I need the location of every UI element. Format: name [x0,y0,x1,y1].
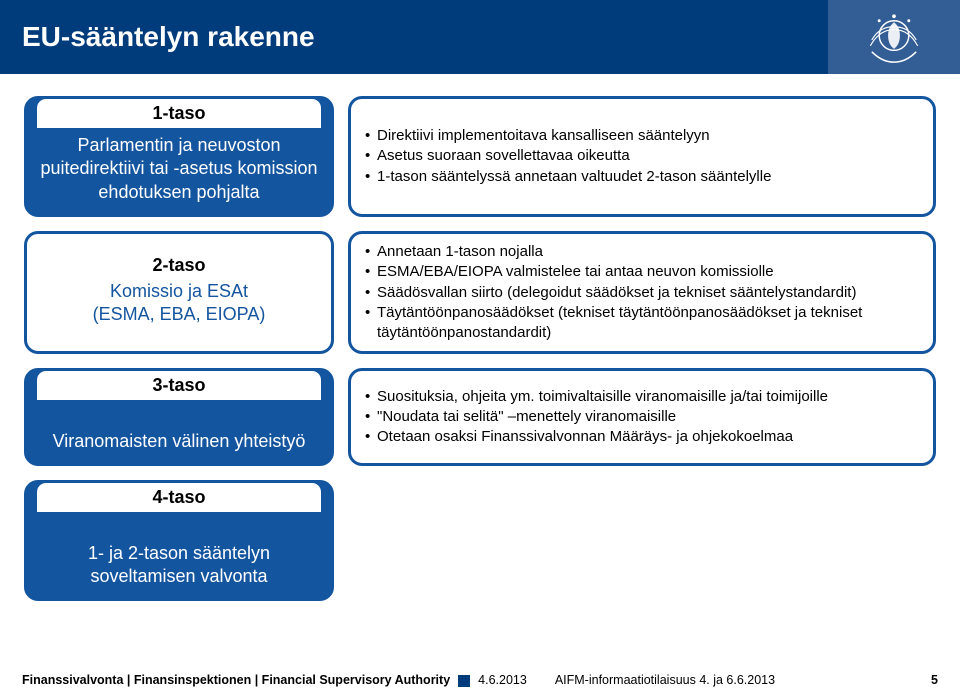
level-tag: 3-taso [37,371,321,400]
bullet-list: Suosituksia, ohjeita ym. toimivaltaisill… [365,387,919,448]
emblem-box [828,0,960,74]
list-item: Suosituksia, ohjeita ym. toimivaltaisill… [365,387,919,407]
coat-of-arms-icon [857,7,931,67]
list-item: ESMA/EBA/EIOPA valmistelee tai antaa neu… [365,262,919,282]
footer-square-icon [458,675,470,687]
level-row: 4-taso Komissio 1- ja 2-tason sääntelyn … [24,480,936,601]
footer-org: Finanssivalvonta | Finansinspektionen | … [22,673,450,687]
level-tag: 1-taso [37,99,321,128]
list-item: "Noudata tai selitä" –menettely viranoma… [365,407,919,427]
level-subtitle-2: Viranomaisten välinen yhteistyö [37,430,321,453]
level-row: 2-taso Komissio ja ESAt (ESMA, EBA, EIOP… [24,231,936,354]
list-item: Säädösvallan siirto (delegoidut säädökse… [365,283,919,303]
footer-date: 4.6.2013 [478,673,527,687]
list-item: Täytäntöönpanosäädökset (tekniset täytän… [365,303,919,344]
content-area: 1-taso Parlamentin ja neuvoston puitedir… [24,96,936,615]
list-item: Annetaan 1-tason nojalla [365,242,919,262]
level-subtitle-1: Parlamentin ja neuvoston [37,134,321,157]
list-item: 1-tason sääntelyssä annetaan valtuudet 2… [365,167,919,187]
slide: EU-sääntelyn rakenne 1-taso Parlamentin … [0,0,960,699]
list-item: Otetaan osaksi Finanssivalvonnan Määräys… [365,427,919,447]
level-box-1: 1-taso Parlamentin ja neuvoston puitedir… [24,96,334,217]
bullet-list: Direktiivi implementoitava kansalliseen … [365,126,919,187]
level-subtitle-1: ESAt [37,406,321,429]
level-box-4: 4-taso Komissio 1- ja 2-tason sääntelyn … [24,480,334,601]
level-subtitle-2: puitedirektiivi tai -asetus komission eh… [37,157,321,204]
level-subtitle-1: Komissio [37,518,321,541]
footer-event: AIFM-informaatiotilaisuus 4. ja 6.6.2013 [555,673,775,687]
level-subtitle-2: (ESMA, EBA, EIOPA) [37,303,321,326]
bullet-list: Annetaan 1-tason nojalla ESMA/EBA/EIOPA … [365,242,919,343]
level-desc-2: Annetaan 1-tason nojalla ESMA/EBA/EIOPA … [348,231,936,354]
level-tag: 4-taso [37,483,321,512]
level-row: 1-taso Parlamentin ja neuvoston puitedir… [24,96,936,217]
page-title: EU-sääntelyn rakenne [22,21,315,53]
footer: Finanssivalvonta | Finansinspektionen | … [22,673,938,687]
level-subtitle-2: 1- ja 2-tason sääntelyn soveltamisen val… [37,542,321,589]
level-tag: 2-taso [142,255,215,278]
level-subtitle-1: Komissio ja ESAt [37,280,321,303]
footer-page-number: 5 [931,673,938,687]
level-desc-1: Direktiivi implementoitava kansalliseen … [348,96,936,217]
title-bar: EU-sääntelyn rakenne [0,0,828,74]
list-item: Direktiivi implementoitava kansalliseen … [365,126,919,146]
level-box-2: 2-taso Komissio ja ESAt (ESMA, EBA, EIOP… [24,231,334,354]
level-row: 3-taso ESAt Viranomaisten välinen yhteis… [24,368,936,466]
level-box-3: 3-taso ESAt Viranomaisten välinen yhteis… [24,368,334,466]
level-desc-3: Suosituksia, ohjeita ym. toimivaltaisill… [348,368,936,466]
list-item: Asetus suoraan sovellettavaa oikeutta [365,146,919,166]
